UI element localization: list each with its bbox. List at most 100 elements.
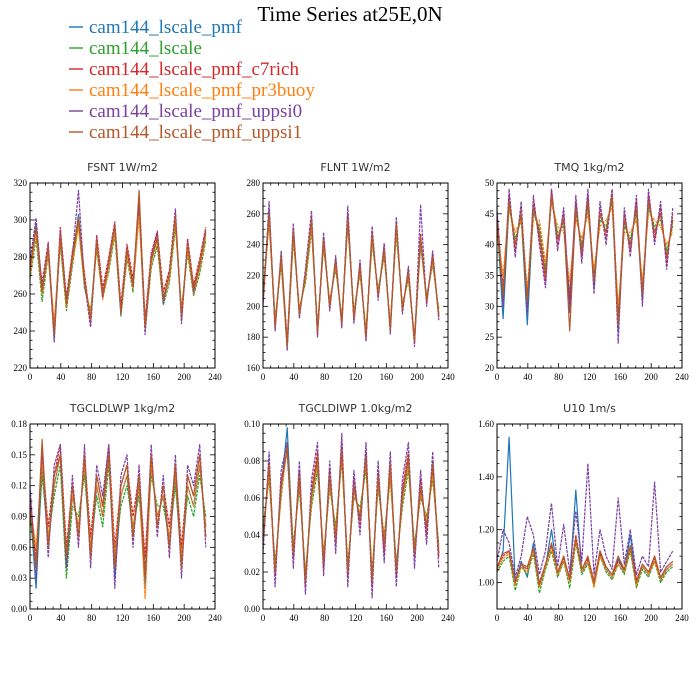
figure-title: Time Series at25E,0N: [257, 2, 442, 26]
x-tick-label: 160: [380, 613, 394, 623]
y-tick-label: 20: [485, 363, 495, 373]
x-tick-label: 200: [177, 372, 191, 382]
chart-panel: TGCLDLWP 1kg/m2 0 40 80 120 160 200 240 0.00 0.03…: [11, 402, 222, 623]
y-tick-label: 220: [14, 363, 28, 373]
y-tick-label: 240: [247, 240, 261, 250]
x-tick-label: 0: [28, 372, 33, 382]
x-tick-label: 0: [261, 613, 266, 623]
x-tick-label: 240: [675, 372, 689, 382]
x-tick-label: 80: [87, 372, 97, 382]
y-tick-label: 280: [247, 178, 261, 188]
series-line: [496, 536, 674, 586]
y-tick-label: 0.18: [11, 419, 27, 429]
series-line: [29, 438, 207, 579]
panel-title: TGCLDIWP 1.0kg/m2: [297, 402, 412, 415]
series-line: [496, 539, 674, 589]
y-tick-label: 220: [247, 271, 261, 281]
x-tick-label: 200: [410, 372, 424, 382]
y-tick-label: 1.00: [478, 578, 494, 588]
y-tick-label: 260: [14, 289, 28, 299]
y-tick-label: 1.20: [478, 525, 494, 535]
y-tick-label: 25: [485, 332, 495, 342]
y-tick-label: 0.10: [244, 419, 260, 429]
x-tick-label: 200: [644, 613, 658, 623]
x-tick-label: 40: [523, 372, 533, 382]
x-tick-label: 120: [116, 372, 130, 382]
x-tick-label: 160: [380, 372, 394, 382]
y-tick-label: 0.15: [11, 450, 27, 460]
y-tick-label: 1.60: [478, 419, 494, 429]
x-tick-label: 0: [28, 613, 33, 623]
y-tick-label: 180: [247, 332, 261, 342]
y-tick-label: 0.06: [11, 542, 27, 552]
panel-title: FSNT 1W/m2: [87, 161, 158, 174]
x-tick-label: 160: [614, 613, 628, 623]
x-tick-label: 120: [583, 613, 597, 623]
legend: cam144_lscale_pmfcam144_lscalecam144_lsc…: [69, 17, 315, 143]
panel-title: FLNT 1W/m2: [320, 161, 390, 174]
x-tick-label: 240: [208, 613, 222, 623]
legend-label: cam144_lscale_pmf: [89, 17, 243, 38]
x-tick-label: 120: [116, 613, 130, 623]
x-tick-label: 40: [289, 372, 299, 382]
x-tick-label: 120: [349, 372, 363, 382]
legend-label: cam144_lscale_pmf_uppsi1: [89, 122, 302, 143]
y-tick-label: 1.40: [478, 472, 494, 482]
series-line: [29, 189, 207, 336]
x-tick-label: 80: [320, 613, 330, 623]
y-tick-label: 0.02: [244, 567, 260, 577]
panel-title: TMQ 1kg/m2: [553, 161, 624, 174]
legend-label: cam144_lscale_pmf_c7rich: [89, 59, 299, 80]
legend-label: cam144_lscale: [89, 38, 202, 59]
y-tick-label: 50: [485, 178, 495, 188]
series-line: [496, 194, 674, 332]
y-tick-label: 35: [485, 271, 495, 281]
y-tick-label: 240: [14, 326, 28, 336]
x-tick-label: 240: [441, 372, 455, 382]
y-tick-label: 0.00: [244, 604, 260, 614]
x-tick-label: 0: [495, 372, 500, 382]
series-line: [496, 188, 674, 344]
y-tick-label: 0.12: [11, 481, 27, 491]
chart-panel: FLNT 1W/m2 0 40 80 120 160 200 240 160 180 200 220 2…: [247, 161, 456, 382]
plot-frame: [496, 423, 683, 610]
y-tick-label: 300: [14, 215, 28, 225]
x-tick-label: 40: [523, 613, 533, 623]
y-tick-label: 260: [247, 209, 261, 219]
x-tick-label: 40: [289, 613, 299, 623]
y-tick-label: 200: [247, 301, 261, 311]
x-tick-label: 80: [554, 372, 564, 382]
y-tick-label: 0.08: [244, 456, 260, 466]
chart-panel: FSNT 1W/m2 0 40 80 120 160 200 240 220 240 260 280 3…: [14, 161, 223, 382]
x-tick-label: 120: [349, 613, 363, 623]
x-tick-label: 160: [614, 372, 628, 382]
series-line: [262, 427, 440, 582]
chart-panel: TMQ 1kg/m2 0 40 80 120 160 200 240 20 25 30 35 40 45 5…: [485, 161, 689, 382]
x-tick-label: 240: [675, 613, 689, 623]
series-line: [262, 213, 440, 347]
chart-panel: TGCLDIWP 1.0kg/m2 0 40 80 120 160 200 240 0.00 0.…: [244, 402, 455, 623]
chart-panel: U10 1m/s 0 40 80 120 160 200 240 1.00 1.20 1.40 1.6…: [478, 402, 689, 623]
y-tick-label: 0.04: [244, 530, 260, 540]
y-tick-label: 160: [247, 363, 261, 373]
series-line: [262, 447, 440, 582]
y-tick-label: 40: [485, 240, 495, 250]
x-tick-label: 80: [554, 613, 564, 623]
x-tick-label: 120: [583, 372, 597, 382]
y-tick-label: 280: [14, 252, 28, 262]
panel-title: TGCLDLWP 1kg/m2: [69, 402, 175, 415]
y-tick-label: 0.03: [11, 573, 27, 583]
series-line: [496, 542, 674, 594]
x-tick-label: 160: [147, 372, 161, 382]
legend-label: cam144_lscale_pmf_pr3buoy: [89, 80, 315, 101]
x-tick-label: 0: [261, 372, 266, 382]
x-tick-label: 200: [177, 613, 191, 623]
y-tick-label: 45: [485, 209, 495, 219]
x-tick-label: 200: [410, 613, 424, 623]
x-tick-label: 80: [87, 613, 97, 623]
legend-label: cam144_lscale_pmf_uppsi0: [89, 101, 302, 122]
x-tick-label: 40: [56, 372, 66, 382]
x-tick-label: 240: [208, 372, 222, 382]
y-tick-label: 0.09: [11, 512, 27, 522]
